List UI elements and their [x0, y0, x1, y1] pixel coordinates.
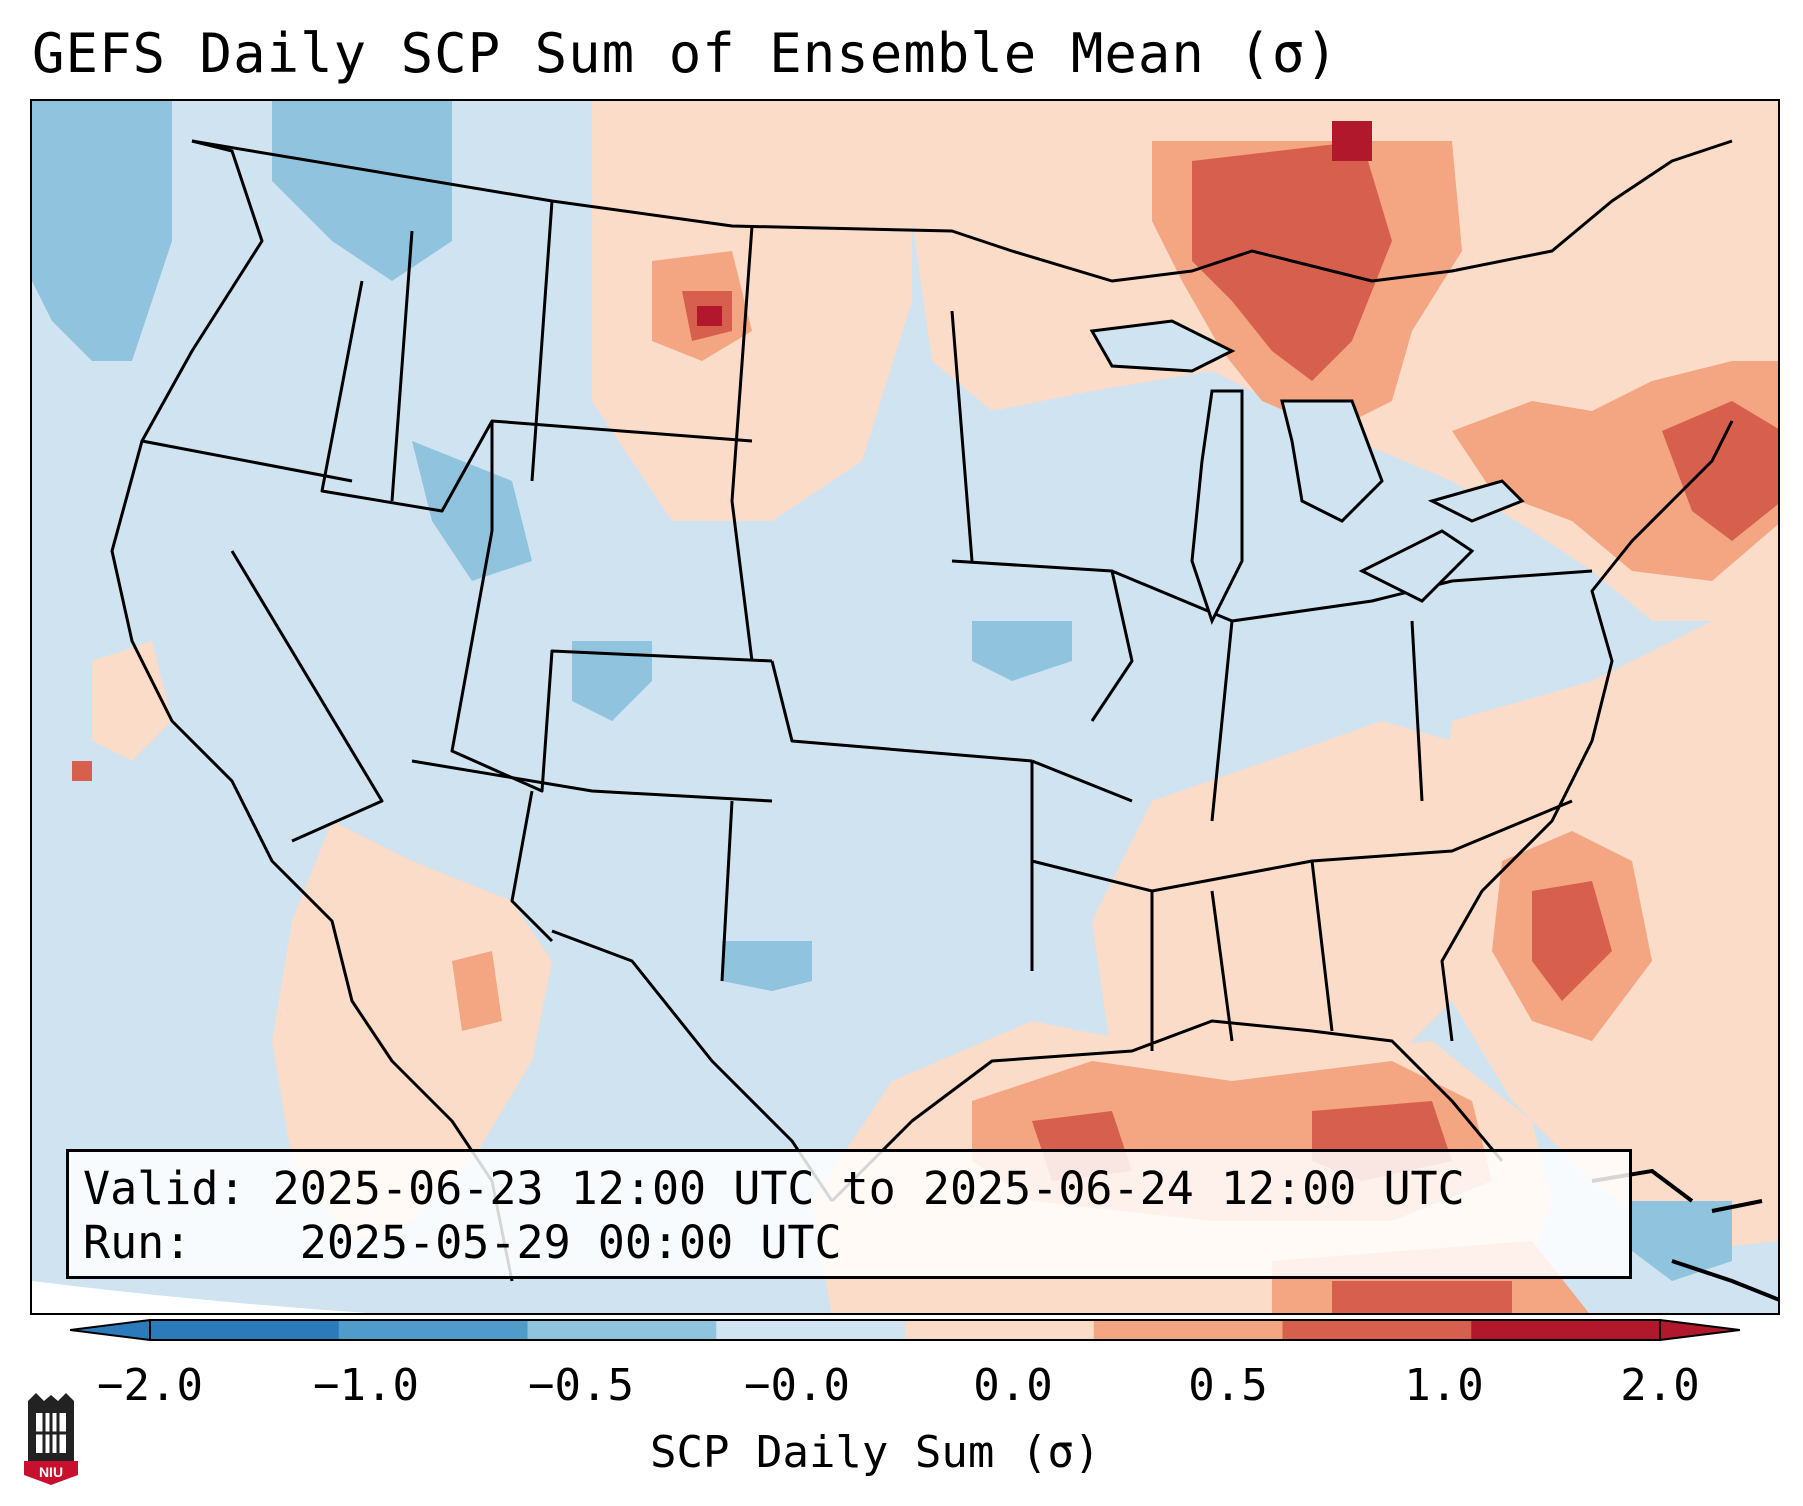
colorbar-segment: [1282, 1320, 1472, 1340]
valid-value: 2025-06-23 12:00 UTC to 2025-06-24 12:00…: [272, 1162, 1465, 1215]
colorbar-tick: 0.5: [1188, 1360, 1268, 1411]
great-lakes: [1089, 319, 1525, 625]
state-boundaries: [110, 139, 1734, 1282]
colorbar-tick: −2.0: [97, 1360, 203, 1411]
run-label: Run:: [83, 1216, 192, 1269]
colorbar-extend-high: [1659, 1318, 1740, 1342]
map-panel[interactable]: [30, 99, 1780, 1315]
logo-text: NIU: [39, 1464, 63, 1480]
colorbar-segment: [150, 1320, 340, 1340]
valid-label: Valid:: [83, 1162, 246, 1215]
run-value: 2025-05-29 00:00 UTC: [299, 1216, 842, 1269]
colorbar-segment: [905, 1320, 1095, 1340]
map-title: GEFS Daily SCP Sum of Ensemble Mean (σ): [32, 22, 1339, 85]
colorbar-tick: −1.0: [313, 1360, 419, 1411]
colorbar-tick: −0.0: [744, 1360, 850, 1411]
colorbar-extend-low: [70, 1318, 151, 1342]
colorbar-tick: −0.5: [528, 1360, 634, 1411]
colorbar-segment: [716, 1320, 906, 1340]
negative-anomaly-regions: [32, 101, 1732, 1281]
colorbar-tick: 0.0: [973, 1360, 1053, 1411]
colorbar-segment: [527, 1320, 717, 1340]
colorbar-segment: [1471, 1320, 1661, 1340]
colorbar-label: SCP Daily Sum (σ): [650, 1427, 1101, 1478]
colorbar-segment: [338, 1320, 528, 1340]
colorbar-tick: 2.0: [1620, 1360, 1700, 1411]
valid-time-box: Valid: 2025-06-23 12:00 UTC to 2025-06-2…: [66, 1149, 1632, 1279]
colorbar: [70, 1318, 1740, 1342]
colorbar-tick: 1.0: [1404, 1360, 1484, 1411]
map-canvas: [32, 101, 1778, 1313]
projection-edge: [32, 1281, 369, 1313]
niu-logo: NIU: [24, 1393, 78, 1485]
colorbar-segment: [1093, 1320, 1283, 1340]
